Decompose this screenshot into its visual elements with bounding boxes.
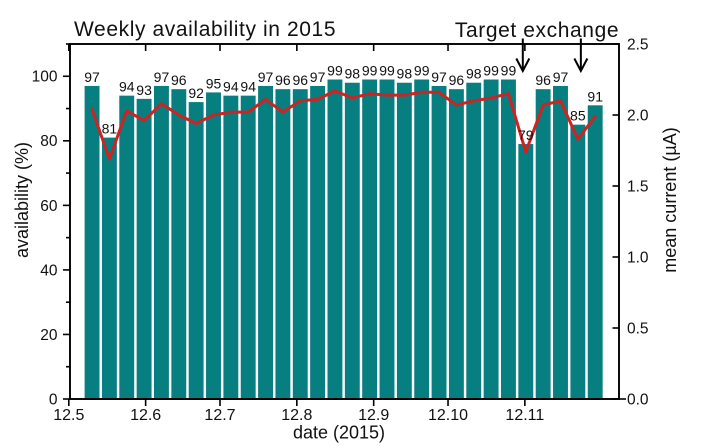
- y-right-tick-label: 1.5: [627, 178, 649, 195]
- target-exchange-arrowhead: [573, 58, 589, 74]
- bar-week-18: [379, 79, 395, 400]
- bar-value-label: 98: [345, 66, 361, 82]
- bar-week-6: [171, 89, 187, 401]
- bar-week-24: [483, 79, 499, 400]
- y-left-tick-label: 100: [32, 69, 58, 86]
- bar-value-label: 79: [518, 127, 534, 143]
- y-right-tick-label: 0.5: [627, 320, 649, 337]
- y-right-tick-label: 2.5: [627, 36, 649, 53]
- bar-week-20: [414, 79, 430, 400]
- y-left-tick-label: 40: [40, 262, 58, 279]
- bar-value-label: 94: [240, 79, 256, 95]
- y-right-tick-label: 0.0: [627, 391, 649, 408]
- bar-value-label: 93: [136, 82, 152, 98]
- bar-value-label: 96: [292, 72, 308, 88]
- bar-week-21: [431, 85, 447, 400]
- y-right-tick-label: 2.0: [627, 107, 649, 124]
- x-axis-title: date (2015): [293, 423, 385, 443]
- y-axis-title-right: mean current (µA): [660, 127, 680, 272]
- bar-value-label: 99: [483, 63, 499, 79]
- bar-week-22: [448, 89, 464, 401]
- bar-value-label: 99: [501, 63, 517, 79]
- y-left-tick-label: 60: [40, 198, 58, 215]
- x-tick-label: 12.11: [505, 407, 544, 424]
- y-right-tick-label: 1.0: [627, 249, 649, 266]
- bar-week-5: [154, 85, 169, 400]
- bar-value-label: 97: [154, 69, 170, 85]
- plot-frame: [69, 43, 620, 400]
- bar-week-13: [292, 89, 308, 401]
- bar-week-27: [535, 89, 551, 401]
- bar-value-label: 99: [362, 63, 378, 79]
- target-exchange-arrowhead: [515, 58, 531, 74]
- annotation-target-exchange: Target exchange: [455, 19, 619, 42]
- bar-week-28: [553, 85, 568, 400]
- bar-value-label: 85: [570, 108, 586, 124]
- bar-week-29: [570, 124, 586, 401]
- bar-value-label: 98: [397, 66, 413, 82]
- chart-title: Weekly availability in 2015: [74, 18, 336, 41]
- bar-value-label: 99: [414, 63, 430, 79]
- x-tick-label: 12.5: [53, 407, 84, 424]
- x-tick-label: 12.6: [130, 407, 161, 424]
- x-tick-label: 12.8: [281, 407, 312, 424]
- bar-value-label: 96: [171, 72, 187, 88]
- bar-value-label: 97: [84, 69, 100, 85]
- bar-week-14: [310, 85, 326, 400]
- bar-week-1: [84, 85, 100, 400]
- bar-week-25: [501, 79, 516, 400]
- bar-week-30: [587, 105, 603, 400]
- bar-value-label: 96: [275, 72, 291, 88]
- bar-week-10: [240, 95, 256, 400]
- y-left-tick-label: 20: [40, 327, 58, 344]
- x-tick-label: 12.7: [204, 407, 235, 424]
- y-axis-title-left: availability (%): [12, 142, 32, 258]
- bar-week-8: [206, 92, 221, 400]
- bar-value-label: 94: [223, 79, 239, 95]
- x-tick-label: 12.10: [428, 407, 468, 424]
- bar-week-19: [396, 82, 412, 400]
- bar-value-label: 97: [310, 69, 326, 85]
- bar-value-label: 98: [466, 66, 482, 82]
- bar-value-label: 96: [535, 72, 551, 88]
- bar-week-4: [136, 98, 152, 401]
- bar-week-9: [223, 95, 239, 400]
- y-left-tick-label: 0: [49, 391, 58, 408]
- bar-value-label: 97: [431, 69, 447, 85]
- bar-week-15: [327, 79, 343, 400]
- bar-week-12: [275, 89, 291, 401]
- bar-value-label: 92: [188, 85, 204, 101]
- bar-value-label: 99: [327, 63, 343, 79]
- bar-value-label: 81: [102, 121, 118, 137]
- bar-value-label: 91: [587, 88, 603, 104]
- bar-week-16: [344, 82, 360, 400]
- bar-value-label: 95: [206, 75, 222, 91]
- y-left-tick-label: 80: [40, 133, 58, 150]
- bar-value-label: 94: [119, 79, 135, 95]
- bar-week-3: [119, 95, 135, 400]
- bar-value-label: 97: [258, 69, 274, 85]
- mean-current-line: [90, 89, 597, 161]
- bar-week-7: [188, 102, 204, 400]
- bar-week-17: [362, 79, 378, 400]
- bar-week-26: [518, 144, 534, 400]
- bar-week-23: [466, 82, 482, 400]
- bar-week-2: [101, 137, 117, 400]
- x-tick-label: 12.9: [358, 407, 389, 424]
- bar-value-label: 97: [553, 69, 569, 85]
- bar-value-label: 99: [379, 63, 395, 79]
- bar-week-11: [258, 85, 273, 400]
- bar-value-label: 96: [449, 72, 465, 88]
